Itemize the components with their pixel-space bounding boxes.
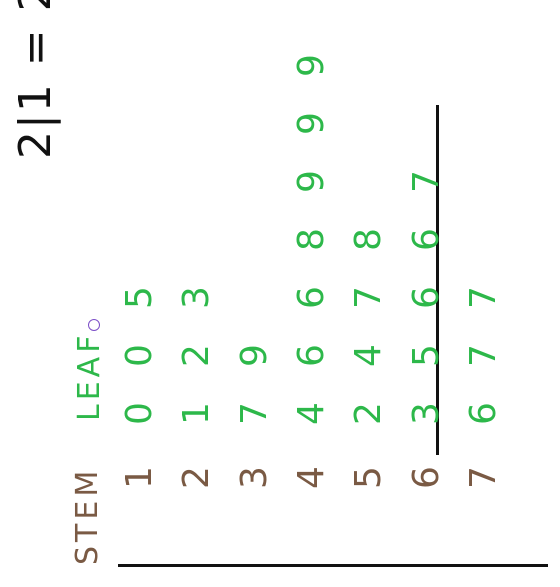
leaf-value: 1: [176, 402, 218, 425]
leaf-value: 7: [462, 286, 504, 309]
stem-value-3: 3: [233, 466, 275, 489]
stem-value-6: 6: [405, 466, 447, 489]
leaf-value: 9: [290, 170, 332, 193]
stem-value-2: 2: [176, 466, 218, 489]
leaf-value: 8: [348, 228, 390, 251]
leaf-value: 6: [405, 228, 447, 251]
key-label: 2|1 = 21: [10, 0, 61, 159]
vertical-axis-line: [118, 564, 548, 567]
stem-value-5: 5: [348, 466, 390, 489]
leaf-value: 4: [290, 402, 332, 425]
leaf-value: 8: [290, 228, 332, 251]
leaf-value: 0: [119, 402, 160, 425]
stem-value-4: 4: [290, 466, 332, 489]
leaf-value: 6: [405, 286, 447, 309]
leaf-value: 7: [233, 402, 275, 425]
leaf-value: 5: [119, 286, 160, 309]
leaf-value: 4: [348, 344, 390, 367]
leaf-value: 6: [462, 402, 504, 425]
leaf-value: 3: [405, 402, 447, 425]
leaf-value: 0: [119, 344, 160, 367]
stray-circle-mark: [88, 319, 100, 331]
leaf-value: 7: [348, 286, 390, 309]
leaf-value: 2: [176, 344, 218, 367]
leaf-value: 9: [233, 344, 275, 367]
stem-value-7: 7: [462, 466, 504, 489]
stem-value-1: 1: [119, 466, 160, 489]
leaf-header: LEAF: [72, 331, 107, 421]
leaf-value: 7: [405, 170, 447, 193]
leaf-value: 6: [290, 344, 332, 367]
leaf-value: 3: [176, 286, 218, 309]
leaf-value: 6: [290, 286, 332, 309]
stem-header: STEM: [70, 466, 105, 565]
leaf-value: 2: [348, 402, 390, 425]
leaf-value: 9: [290, 54, 332, 77]
leaf-value: 7: [462, 344, 504, 367]
leaf-value: 5: [405, 344, 447, 367]
leaf-value: 9: [290, 112, 332, 135]
